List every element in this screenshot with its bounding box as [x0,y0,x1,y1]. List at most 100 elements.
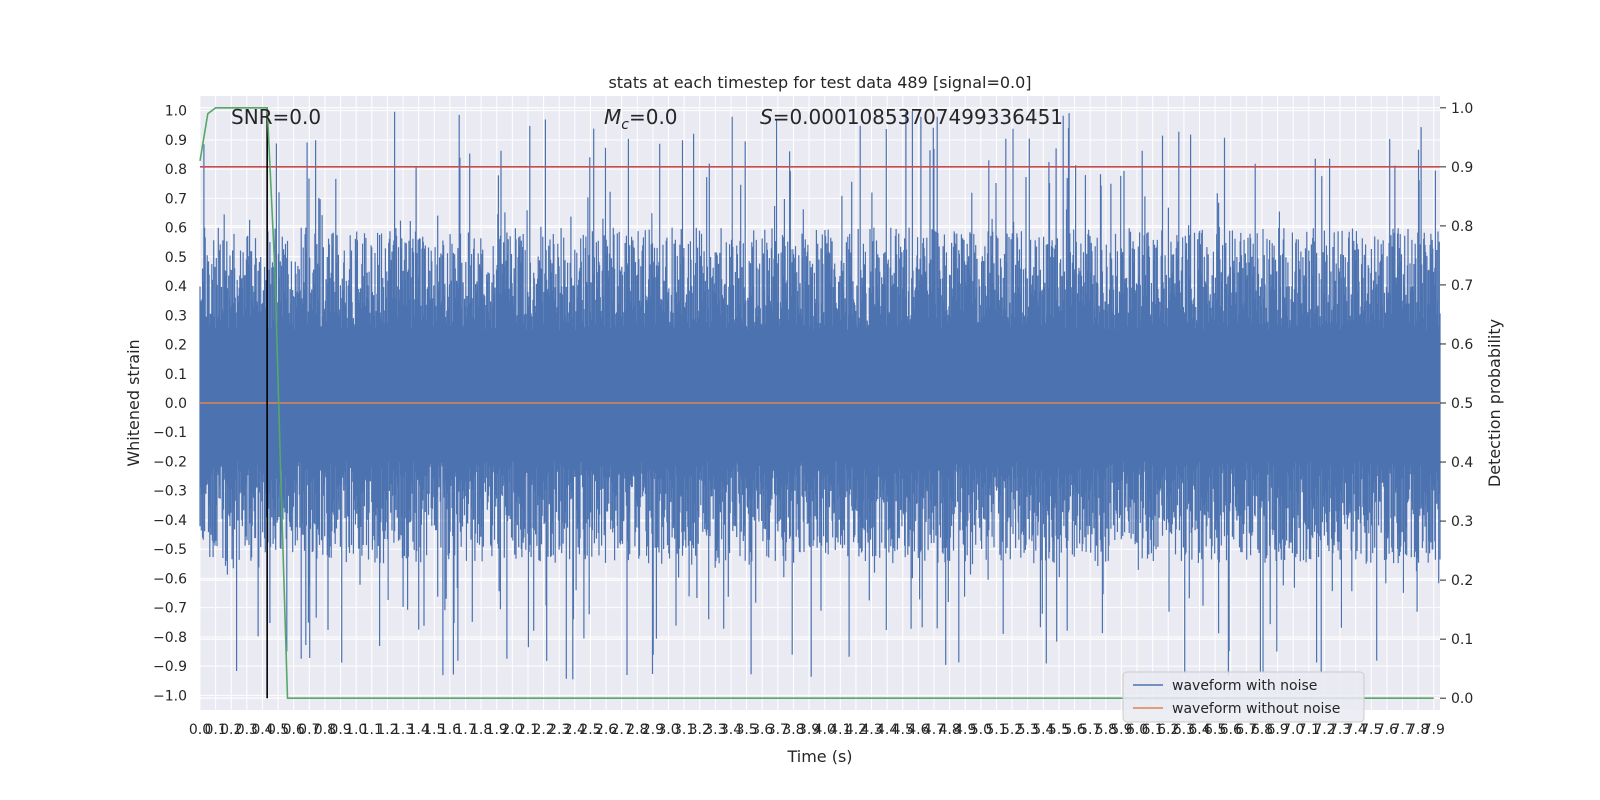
y-right-tick-label: 0.7 [1451,278,1473,294]
x-tick-label: 6.4 [1188,722,1210,738]
y-tick-label: 0.8 [165,162,187,178]
x-tick-label: 1.5 [423,722,445,738]
x-tick-label: 3.8 [782,722,804,738]
x-tick-label: 7.9 [1423,722,1445,738]
x-tick-label: 7.4 [1345,722,1367,738]
x-tick-label: 2.6 [595,722,617,738]
x-tick-label: 6.5 [1204,722,1226,738]
x-tick-label: 2.7 [611,722,633,738]
legend-label-noise: waveform with noise [1172,678,1317,694]
x-tick-label: 4.3 [860,722,882,738]
x-tick-label: 3.6 [751,722,773,738]
x-tick-label: 1.2 [376,722,398,738]
x-tick-label: 2.8 [626,722,648,738]
x-tick-label: 5.2 [1001,722,1023,738]
x-tick-label: 4.9 [954,722,976,738]
x-tick-label: 0.5 [267,722,289,738]
x-tick-label: 0.1 [204,722,226,738]
x-tick-label: 6.6 [1220,722,1242,738]
x-tick-label: 5.3 [1017,722,1039,738]
x-tick-label: 2.0 [501,722,523,738]
x-tick-label: 5.5 [1048,722,1070,738]
x-tick-label: 2.5 [579,722,601,738]
y-axis-label: Whitened strain [124,339,143,466]
x-tick-label: 0.4 [251,722,273,738]
y-tick-label: −0.7 [153,601,187,617]
y-tick-label: −0.1 [153,425,187,441]
x-tick-label: 6.7 [1235,722,1257,738]
y-right-tick-label: 0.0 [1451,691,1473,707]
x-tick-label: 0.7 [298,722,320,738]
y-tick-label: −1.0 [153,688,187,704]
x-tick-label: 2.4 [564,722,586,738]
y-right-tick-label: 0.9 [1451,160,1473,176]
y-tick-label: 0.2 [165,338,187,354]
x-tick-label: 5.1 [985,722,1007,738]
x-tick-label: 6.8 [1251,722,1273,738]
y-tick-label: 0.9 [165,133,187,149]
overlay-lines [199,107,1440,700]
x-tick-label: 5.0 [970,722,992,738]
y-right-tick-label: 0.2 [1451,573,1473,589]
x-tick-label: 0.9 [329,722,351,738]
x-tick-label: 3.7 [767,722,789,738]
x-tick-label: 0.3 [236,722,258,738]
x-tick-label: 5.7 [1079,722,1101,738]
x-tick-label: 6.0 [1126,722,1148,738]
x-tick-label: 1.6 [439,722,461,738]
annotation-s: S=0.00010853707499336451 [760,105,1063,129]
legend-box [1122,671,1365,723]
x-axis-label: Time (s) [786,747,852,766]
x-tick-label: 7.1 [1298,722,1320,738]
x-tick-label: 0.8 [314,722,336,738]
legend: waveform with noise waveform without noi… [1122,671,1365,723]
x-tick-label: 6.1 [1142,722,1164,738]
y-tick-label: −0.9 [153,659,187,675]
y-axis-right-ticks: 1.0 0.9 0.8 0.7 0.6 0.5 0.4 0.3 0.2 0.1 0.0 [1440,101,1473,707]
x-tick-label: 7.8 [1407,722,1429,738]
x-axis-ticks: 0.00.10.20.30.40.50.60.70.80.91.01.11.21… [189,722,1445,738]
x-tick-label: 2.3 [548,722,570,738]
y-right-tick-label: 0.6 [1451,337,1473,353]
x-tick-label: 7.5 [1360,722,1382,738]
x-tick-label: 7.7 [1391,722,1413,738]
annotation-chirp-mass: Mc=0.0 [604,105,678,133]
x-tick-label: 1.9 [486,722,508,738]
x-tick-label: 5.6 [1063,722,1085,738]
y-tick-label: −0.4 [153,513,187,529]
y-tick-label: 0.7 [165,191,187,207]
x-tick-label: 6.2 [1157,722,1179,738]
annotation-snr: SNR=0.0 [231,105,321,129]
x-tick-label: 1.3 [392,722,414,738]
x-tick-label: 0.2 [220,722,242,738]
y-tick-label: 0.3 [165,308,187,324]
y-tick-label: 0.4 [165,279,187,295]
x-tick-label: 3.3 [704,722,726,738]
x-tick-label: 4.7 [923,722,945,738]
x-tick-label: 4.4 [876,722,898,738]
x-tick-label: 4.5 [892,722,914,738]
x-tick-label: 2.1 [517,722,539,738]
y-tick-label: 1.0 [165,104,187,120]
y-right-tick-label: 0.8 [1451,219,1473,235]
y-tick-label: −0.6 [153,571,187,587]
x-tick-label: 1.4 [408,722,430,738]
x-tick-label: 1.1 [361,722,383,738]
y-right-tick-label: 0.4 [1451,455,1473,471]
x-tick-label: 4.1 [829,722,851,738]
detection-probability-line [199,107,1434,700]
x-tick-label: 3.1 [673,722,695,738]
y-right-tick-label: 0.3 [1451,514,1473,530]
x-tick-label: 6.9 [1266,722,1288,738]
x-tick-label: 3.2 [689,722,711,738]
y-axis-ticks: 1.0 0.9 0.8 0.7 0.6 0.5 0.4 0.3 0.2 0.1 0.0 −0.1 −0.… [153,104,187,705]
x-tick-label: 5.8 [1095,722,1117,738]
y-tick-label: 0.5 [165,250,187,266]
y-tick-label: −0.5 [153,542,187,558]
x-tick-label: 0.0 [189,722,211,738]
legend-label-clean: waveform without noise [1172,701,1340,717]
x-tick-label: 5.4 [1032,722,1054,738]
x-tick-label: 1.7 [454,722,476,738]
x-tick-label: 3.0 [657,722,679,738]
